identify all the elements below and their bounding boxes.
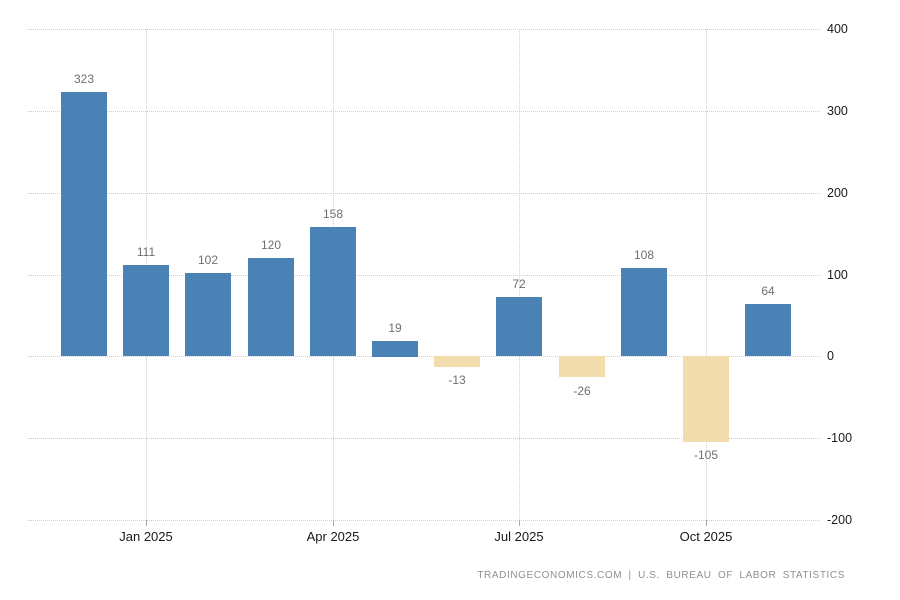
x-axis-tick-label: Apr 2025	[306, 529, 360, 544]
y-axis-tick-label: 400	[827, 22, 848, 36]
bar[interactable]	[123, 265, 169, 356]
bar-value-label: -105	[693, 448, 719, 462]
h-gridline	[28, 29, 820, 30]
x-axis-tick	[333, 520, 334, 526]
h-gridline	[28, 520, 820, 521]
x-axis-tick	[706, 520, 707, 526]
x-axis-tick-label: Jan 2025	[119, 529, 173, 544]
bar-value-label: -13	[448, 373, 466, 387]
y-axis-tick-label: -200	[827, 513, 853, 527]
y-axis-tick-label: 100	[827, 268, 848, 282]
bar[interactable]	[434, 356, 480, 367]
bar[interactable]	[310, 227, 356, 356]
bar-value-label: -26	[573, 384, 591, 398]
bar-value-label: 72	[512, 277, 526, 291]
y-axis-tick-label: 200	[827, 186, 848, 200]
bar-value-label: 158	[322, 207, 344, 221]
y-axis-tick-label: -100	[827, 431, 853, 445]
x-axis-tick	[146, 520, 147, 526]
h-gridline	[28, 438, 820, 439]
y-axis-tick-label: 300	[827, 104, 848, 118]
bar[interactable]	[185, 273, 231, 356]
bar-value-label: 19	[388, 321, 402, 335]
x-axis-tick-label: Jul 2025	[494, 529, 544, 544]
h-gridline	[28, 111, 820, 112]
h-gridline	[28, 193, 820, 194]
bar[interactable]	[496, 297, 542, 356]
bar[interactable]	[683, 356, 729, 442]
y-axis-tick-label: 0	[827, 349, 834, 363]
h-gridline	[28, 275, 820, 276]
x-axis-tick-label: Oct 2025	[679, 529, 733, 544]
bar[interactable]	[621, 268, 667, 356]
bar[interactable]	[248, 258, 294, 356]
bar-value-label: 323	[73, 72, 95, 86]
bar[interactable]	[61, 92, 107, 356]
bar-value-label: 111	[136, 245, 156, 259]
bar-value-label: 108	[633, 248, 655, 262]
x-axis-tick	[519, 520, 520, 526]
v-gridline	[519, 29, 520, 520]
chart-attribution: TRADINGECONOMICS.COM | U.S. BUREAU OF LA…	[477, 570, 845, 581]
bar[interactable]	[372, 341, 418, 357]
bar[interactable]	[559, 356, 605, 377]
bar-value-label: 120	[260, 238, 282, 252]
bar-value-label: 64	[761, 284, 775, 298]
bar[interactable]	[745, 304, 791, 356]
bar-value-label: 102	[197, 253, 219, 267]
h-gridline	[28, 356, 820, 357]
v-gridline	[706, 29, 707, 520]
